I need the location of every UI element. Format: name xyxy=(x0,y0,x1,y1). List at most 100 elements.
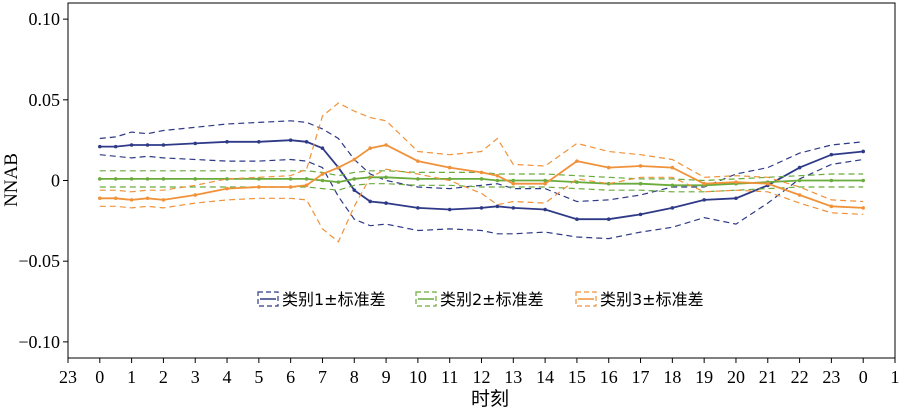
series-3-point xyxy=(225,186,229,191)
series-2-point xyxy=(384,175,388,180)
x-tick-label: 7 xyxy=(318,367,327,387)
x-tick-label: 0 xyxy=(95,367,104,387)
series-1-point xyxy=(861,149,865,154)
series-3-point xyxy=(670,165,675,170)
series-2-point xyxy=(304,177,309,181)
series-1-point xyxy=(479,206,484,210)
x-tick-label: 4 xyxy=(223,367,232,387)
series-1-point xyxy=(384,201,388,205)
series-1-point xyxy=(606,217,611,222)
series-1-point xyxy=(511,206,516,210)
x-tick-label: 10 xyxy=(409,367,427,387)
series-2-lower-band xyxy=(99,183,864,193)
series-1-point xyxy=(670,206,675,210)
x-tick-label: 21 xyxy=(759,367,777,387)
series-3 xyxy=(98,102,865,243)
series-1-point xyxy=(225,139,229,144)
series-2-point xyxy=(225,177,229,181)
series-2-point xyxy=(606,181,611,186)
x-tick-label: 9 xyxy=(382,367,391,387)
x-tick-label: 12 xyxy=(473,367,491,387)
series-3-point xyxy=(495,173,500,178)
series-3-point xyxy=(543,181,547,186)
legend-swatch xyxy=(575,291,597,307)
series-1-point xyxy=(113,144,118,149)
series-1-point xyxy=(257,139,261,144)
series-1-point xyxy=(161,143,166,147)
series-3-point xyxy=(416,159,420,163)
series-3-upper-band xyxy=(99,102,864,203)
series-2-point xyxy=(829,178,834,183)
series-2-point xyxy=(861,178,865,183)
x-tick-label: 14 xyxy=(536,367,554,387)
series-3-point xyxy=(861,206,865,210)
series-3-point xyxy=(606,165,611,170)
series-1-point xyxy=(193,141,198,146)
series-1-lower-band xyxy=(99,154,864,240)
x-tick-label: 1 xyxy=(127,367,136,387)
x-tick-label: 17 xyxy=(632,367,650,387)
x-tick-label: 0 xyxy=(859,367,868,387)
x-tick-label: 23 xyxy=(59,367,77,387)
series-1-point xyxy=(543,207,547,212)
series-2-point xyxy=(257,177,261,181)
series-2-point xyxy=(495,178,500,183)
series-1-point xyxy=(575,217,579,222)
series-2-point xyxy=(352,177,357,181)
series-1-point xyxy=(447,207,452,212)
series-3-point xyxy=(765,181,770,186)
series-2-point xyxy=(416,177,420,181)
series-3-point xyxy=(638,164,643,168)
x-tick-label: 20 xyxy=(727,367,745,387)
y-tick-label: −0.05 xyxy=(18,251,60,271)
series-3-point xyxy=(384,143,388,147)
legend-swatch xyxy=(415,291,437,307)
legend-item-3: 类别3±标准差 xyxy=(575,290,704,309)
series-2-point xyxy=(98,177,102,181)
series-1-point xyxy=(829,152,834,157)
series-1-point xyxy=(288,138,293,142)
series-3-point xyxy=(98,196,102,201)
series-2-point xyxy=(543,178,547,183)
x-tick-label: 13 xyxy=(504,367,522,387)
series-3-point xyxy=(479,170,484,175)
x-tick-label: 18 xyxy=(663,367,681,387)
series-1-point xyxy=(352,188,357,192)
series-3-point xyxy=(257,185,261,189)
series-3-point xyxy=(336,165,341,170)
x-tick-label: 1 xyxy=(891,367,900,387)
series-1-point xyxy=(638,212,643,217)
y-axis-title: NNAB xyxy=(1,153,22,207)
x-tick-label: 22 xyxy=(791,367,809,387)
series-3-lower-band xyxy=(99,168,864,243)
series-1-point xyxy=(368,199,372,204)
series-3-point xyxy=(702,181,706,186)
series-2-point xyxy=(113,177,118,181)
legend-label: 类别1±标准差 xyxy=(282,290,386,309)
series-1-point xyxy=(320,146,325,151)
series-1-point xyxy=(495,204,500,209)
series-1-point xyxy=(129,143,134,147)
series-2-point xyxy=(575,180,579,184)
series-2-point xyxy=(511,178,516,183)
series-2-point xyxy=(288,177,293,181)
series-2-point xyxy=(145,177,150,181)
x-tick-label: 3 xyxy=(191,367,200,387)
series-2-point xyxy=(479,177,484,181)
x-tick-label: 11 xyxy=(441,367,458,387)
legend-item-1: 类别1±标准差 xyxy=(257,290,386,309)
series-3-point xyxy=(368,146,372,151)
series-3-point xyxy=(797,193,802,197)
x-tick-label: 6 xyxy=(286,367,295,387)
x-tick-label: 19 xyxy=(695,367,713,387)
series-3-point xyxy=(113,196,118,201)
x-axis-title: 时刻 xyxy=(471,388,509,410)
series-2-point xyxy=(638,181,643,186)
series-3-point xyxy=(352,157,357,162)
series-2-point xyxy=(129,177,134,181)
series-3-point xyxy=(320,172,325,176)
series-3-point xyxy=(447,165,452,170)
series-2-upper-band xyxy=(99,170,864,182)
series-3-point xyxy=(161,198,166,202)
